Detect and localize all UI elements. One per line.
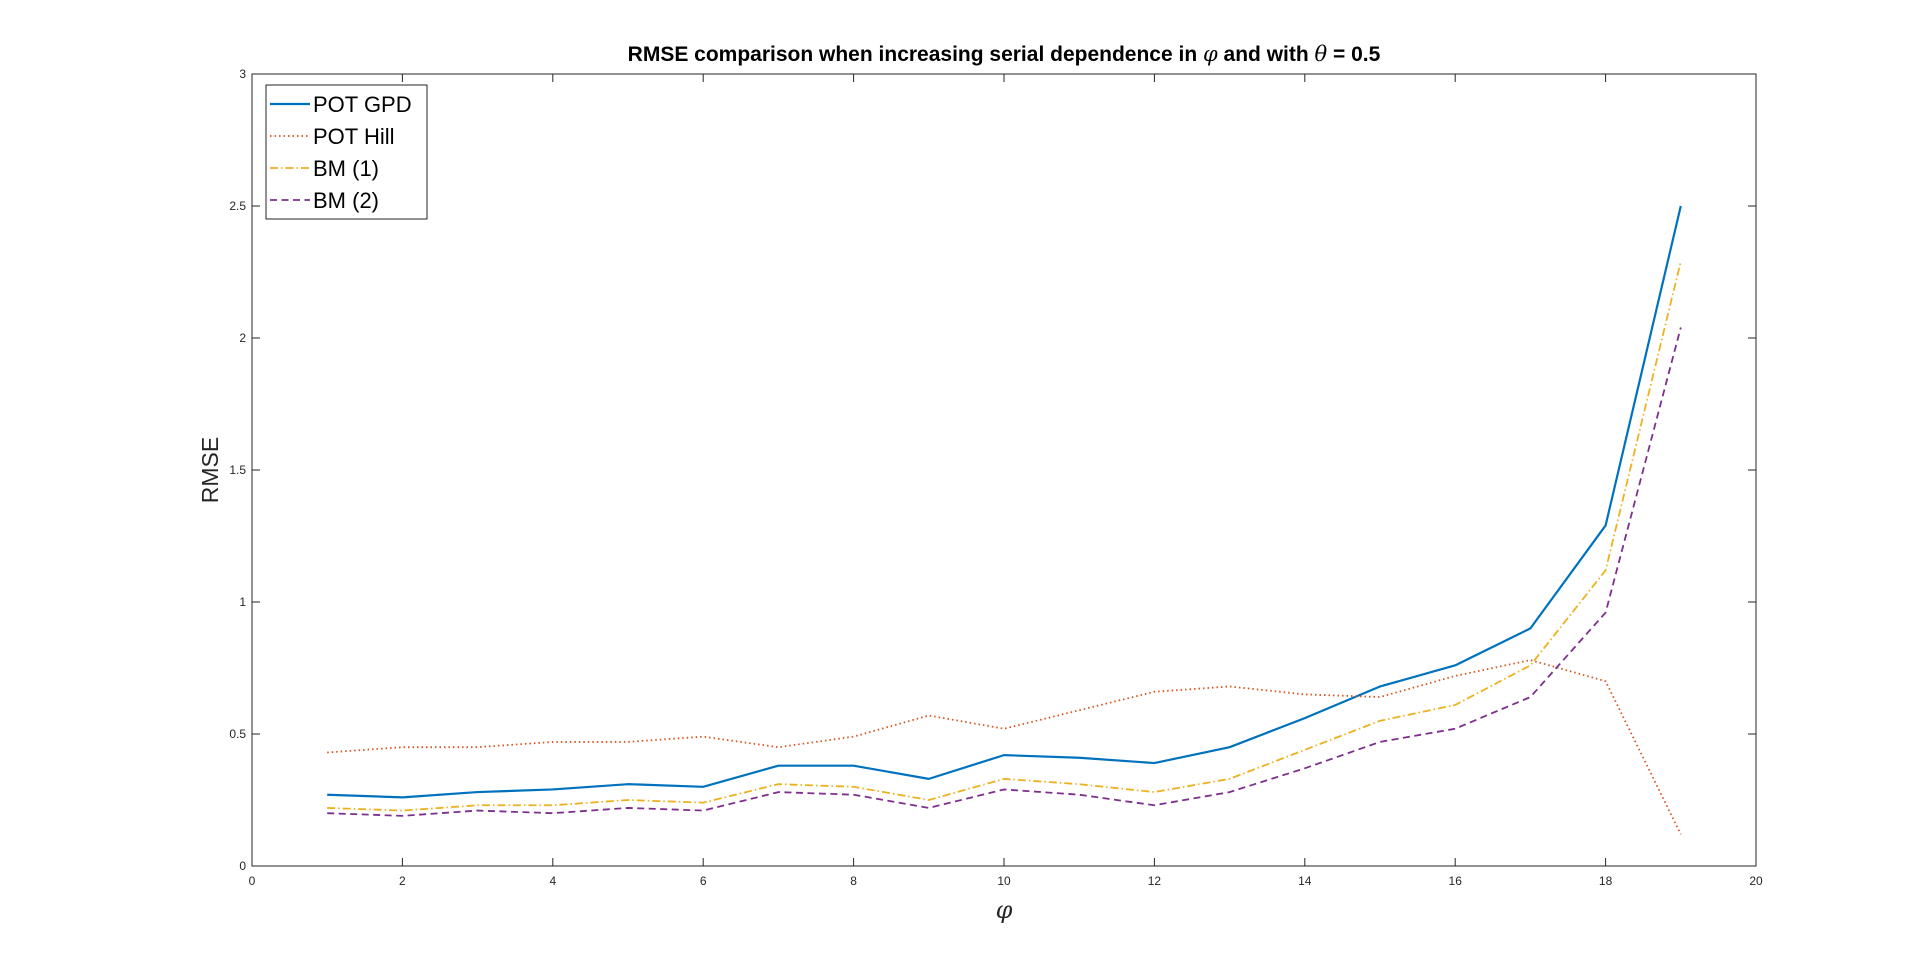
legend-label-1: POT GPD bbox=[313, 92, 412, 117]
y-tick-label-3: 1.5 bbox=[229, 463, 246, 477]
y-tick-label-0: 0 bbox=[239, 859, 246, 873]
x-tick-label-10: 20 bbox=[1749, 874, 1763, 888]
x-tick-label-8: 16 bbox=[1449, 874, 1463, 888]
series-line-4 bbox=[327, 327, 1682, 817]
y-axis-label: RMSE bbox=[197, 437, 223, 503]
series-layer bbox=[327, 205, 1682, 835]
x-axis-label: φ bbox=[996, 896, 1013, 924]
plot-area bbox=[252, 74, 1756, 866]
legend-label-3: BM (1) bbox=[313, 156, 379, 181]
x-tick-label-0: 0 bbox=[249, 874, 256, 888]
legend: POT GPD POT Hill BM (1) BM (2) bbox=[265, 84, 428, 220]
series-line-1 bbox=[327, 205, 1682, 799]
tick-label-layer: 0 2 4 6 8 10 12 14 16 18 20 0 0.5 1 1.5 2 2.5 3 bbox=[229, 67, 1763, 888]
x-tick-label-7: 14 bbox=[1298, 874, 1312, 888]
legend-box bbox=[265, 84, 428, 220]
legend-label-4: BM (2) bbox=[313, 188, 379, 213]
x-tick-label-1: 2 bbox=[399, 874, 406, 888]
x-tick-label-2: 4 bbox=[549, 874, 556, 888]
y-tick-label-4: 2 bbox=[239, 331, 246, 345]
title-prefix: RMSE comparison when increasing serial d… bbox=[628, 43, 1203, 66]
x-tick-label-9: 18 bbox=[1599, 874, 1613, 888]
x-tick-label-4: 8 bbox=[850, 874, 857, 888]
title-theta-symbol: θ bbox=[1315, 42, 1328, 66]
axes-layer bbox=[251, 73, 1757, 867]
title-phi-symbol: φ bbox=[1203, 42, 1218, 66]
x-tick-label-5: 10 bbox=[997, 874, 1011, 888]
title-middle: and with bbox=[1218, 43, 1315, 66]
x-tick-label-6: 12 bbox=[1148, 874, 1162, 888]
chart-title: RMSE comparison when increasing serial d… bbox=[628, 42, 1381, 66]
y-tick-label-1: 0.5 bbox=[229, 727, 246, 741]
series-line-3 bbox=[327, 261, 1682, 812]
y-tick-label-5: 2.5 bbox=[229, 199, 246, 213]
series-line-2 bbox=[327, 659, 1682, 835]
y-tick-label-2: 1 bbox=[239, 595, 246, 609]
legend-label-2: POT Hill bbox=[313, 124, 395, 149]
y-tick-label-6: 3 bbox=[239, 67, 246, 81]
x-tick-label-3: 6 bbox=[700, 874, 707, 888]
title-suffix: = 0.5 bbox=[1327, 43, 1380, 66]
